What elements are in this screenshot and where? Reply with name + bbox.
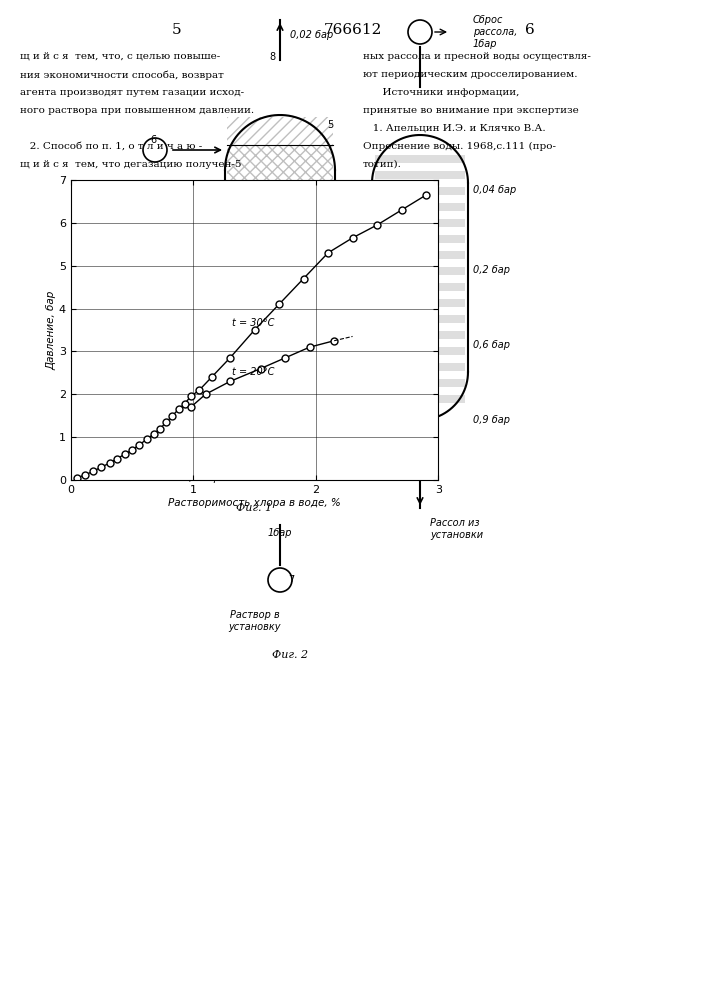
Text: 7: 7 — [288, 575, 294, 585]
Bar — [227, 370, 333, 400]
Text: 0,1
бар: 0,1 бар — [201, 287, 220, 309]
Text: щ и й с я  тем, что дегазацию получен-5: щ и й с я тем, что дегазацию получен-5 — [20, 160, 242, 169]
Text: тотип).: тотип). — [363, 160, 402, 169]
Text: t = 20°C: t = 20°C — [233, 367, 275, 377]
Text: 6: 6 — [150, 135, 156, 145]
Text: 1. Апельцин И.Э. и Клячко В.А.: 1. Апельцин И.Э. и Клячко В.А. — [363, 124, 546, 133]
Text: 5: 5 — [327, 120, 333, 130]
Bar — [375, 235, 465, 243]
Text: 0,5бар: 0,5бар — [186, 383, 220, 393]
Text: 0,03
бар: 0,03 бар — [198, 197, 220, 219]
Bar — [375, 219, 465, 227]
Text: 8: 8 — [269, 52, 275, 62]
X-axis label: Растворимость хлора в воде, %: Растворимость хлора в воде, % — [168, 498, 341, 508]
Y-axis label: Давление, бар: Давление, бар — [46, 290, 56, 370]
Bar — [375, 379, 465, 387]
Bar — [227, 225, 333, 280]
Text: 1бар: 1бар — [268, 528, 292, 538]
Bar — [375, 187, 465, 195]
Bar — [227, 190, 333, 225]
Bar — [375, 363, 465, 371]
Text: Рассол из
установки: Рассол из установки — [430, 518, 483, 540]
Bar — [375, 283, 465, 291]
Bar — [375, 395, 465, 403]
Text: ных рассола и пресной воды осуществля-: ных рассола и пресной воды осуществля- — [363, 52, 591, 61]
Text: 5: 5 — [173, 23, 182, 37]
Text: 766612: 766612 — [324, 23, 382, 37]
Bar — [227, 280, 333, 310]
Text: 0,02 бар: 0,02 бар — [290, 30, 333, 40]
Text: Фиг. 1: Фиг. 1 — [236, 503, 273, 513]
Text: принятые во внимание при экспертизе: принятые во внимание при экспертизе — [363, 106, 579, 115]
Text: ного раствора при повышенном давлении.: ного раствора при повышенном давлении. — [20, 106, 254, 115]
Bar — [375, 203, 465, 211]
Bar — [375, 171, 465, 179]
Text: 0,04 бар: 0,04 бар — [473, 185, 516, 195]
Bar — [375, 315, 465, 323]
Text: 0,6 бар: 0,6 бар — [473, 340, 510, 350]
Text: Исходный
соленый
раствор,
1бар: Исходный соленый раствор, 1бар — [121, 193, 173, 237]
Bar — [227, 117, 333, 145]
Text: 2: 2 — [337, 428, 344, 438]
Bar — [375, 155, 465, 163]
Text: 6: 6 — [525, 23, 535, 37]
Text: 3: 3 — [337, 358, 343, 368]
Text: Источники информации,: Источники информации, — [363, 88, 520, 97]
Text: Фиг. 2: Фиг. 2 — [272, 650, 308, 660]
Text: ния экономичности способа, возврат: ния экономичности способа, возврат — [20, 70, 224, 80]
Text: ют периодическим дросселированием.: ют периодическим дросселированием. — [363, 70, 578, 79]
Text: t = 30°C: t = 30°C — [233, 318, 275, 328]
Bar — [375, 347, 465, 355]
Text: Сброс
рассола,
1бар: Сброс рассола, 1бар — [473, 15, 518, 49]
Bar — [227, 460, 333, 468]
Text: агента производят путем газации исход-: агента производят путем газации исход- — [20, 88, 244, 97]
Bar — [375, 331, 465, 339]
Bar — [375, 251, 465, 259]
Text: 0,9 бар: 0,9 бар — [473, 415, 510, 425]
Bar — [375, 299, 465, 307]
Bar — [227, 145, 333, 190]
Bar — [227, 310, 333, 370]
Text: 1,2 бар: 1,2 бар — [402, 471, 438, 481]
Bar — [227, 400, 333, 460]
Text: щ и й с я  тем, что, с целью повыше-: щ и й с я тем, что, с целью повыше- — [20, 52, 221, 61]
Bar — [375, 267, 465, 275]
Text: 1: 1 — [337, 293, 343, 303]
Text: Раствор в
установку: Раствор в установку — [229, 610, 281, 632]
Text: Опреснение воды. 1968,с.111 (про-: Опреснение воды. 1968,с.111 (про- — [363, 142, 556, 151]
Text: 2. Способ по п. 1, о т л и ч а ю -: 2. Способ по п. 1, о т л и ч а ю - — [20, 142, 202, 151]
Text: 4: 4 — [337, 203, 343, 213]
Text: 0,2 бар: 0,2 бар — [473, 265, 510, 275]
Text: 0,8 бар: 0,8 бар — [183, 473, 220, 483]
